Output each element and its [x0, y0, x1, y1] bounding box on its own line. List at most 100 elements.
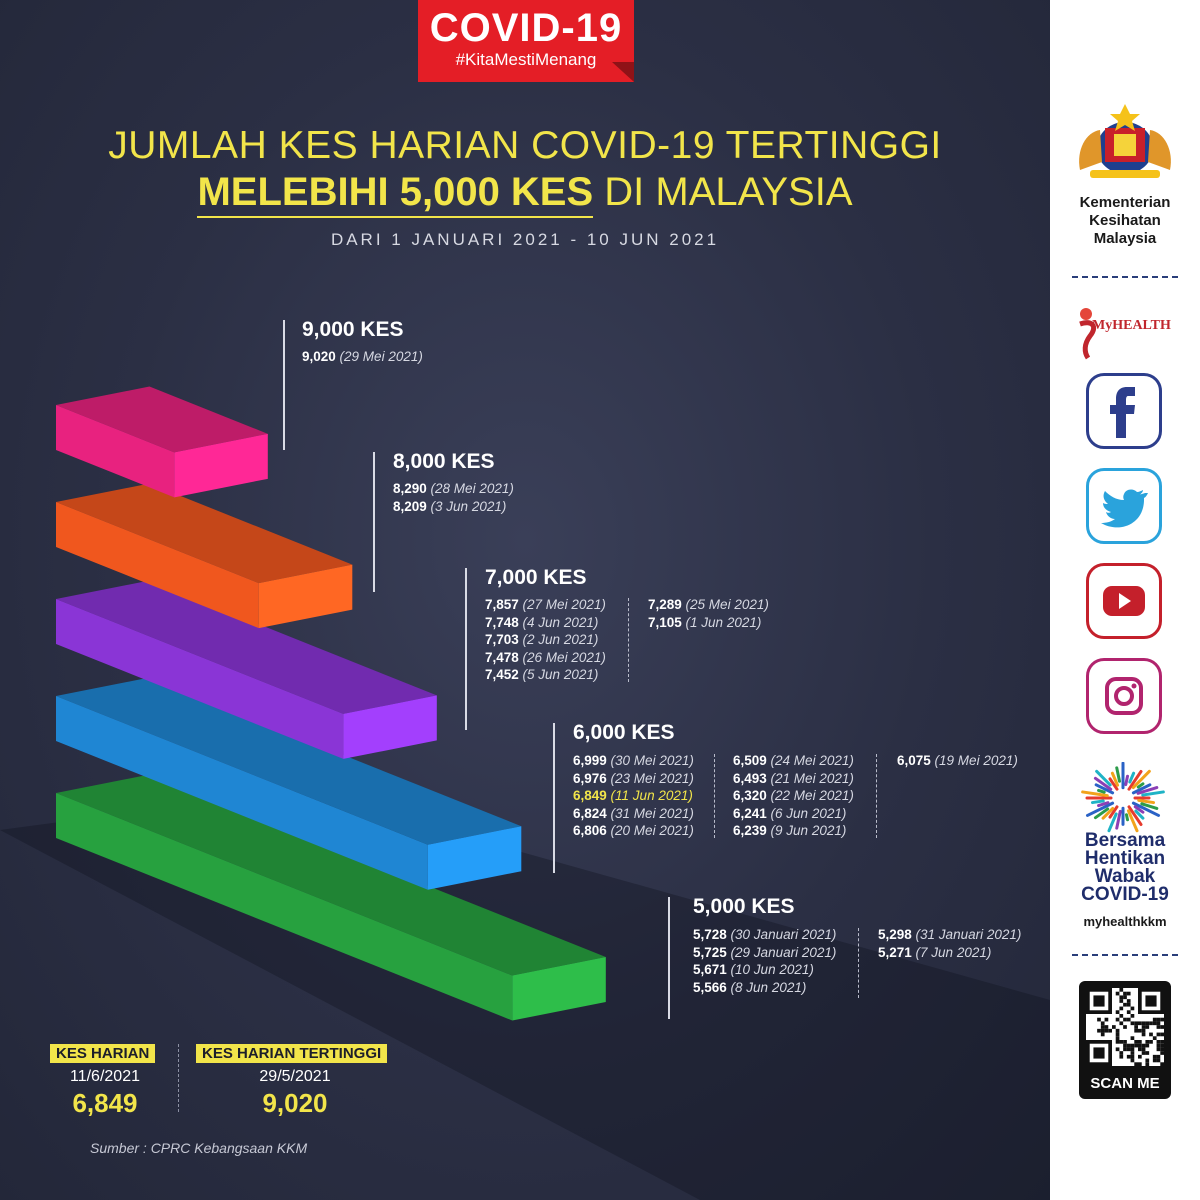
ministry-name: Kementerian Kesihatan Malaysia	[1050, 194, 1200, 248]
qr-module	[1126, 1002, 1131, 1007]
qr-module	[1126, 1047, 1131, 1052]
case-date: (29 Januari 2021)	[726, 944, 837, 960]
qr-module	[1138, 1028, 1142, 1033]
qr-module	[1141, 1043, 1146, 1048]
level-title: 8,000 KES	[393, 450, 495, 473]
case-entry: 5,725 (29 Januari 2021)	[693, 944, 836, 962]
qr-module	[1126, 1043, 1131, 1048]
peak-cases-label: KES HARIAN TERTINGGI	[196, 1044, 388, 1063]
ministry-line: Malaysia	[1093, 230, 1157, 247]
stacked-bars-chart	[0, 386, 1050, 1200]
burst-ray	[1090, 799, 1105, 805]
qr-module	[1126, 1010, 1131, 1014]
leader-line	[465, 568, 467, 730]
qr-module	[1152, 1017, 1157, 1022]
case-entry: 8,290 (28 Mei 2021)	[393, 480, 514, 498]
qr-module	[1123, 1025, 1127, 1029]
case-value: 6,241	[733, 805, 767, 821]
case-entry: 7,748 (4 Jun 2021)	[485, 614, 606, 632]
case-entry: 7,289 (25 Mei 2021)	[648, 596, 769, 614]
qr-module	[1138, 1021, 1142, 1026]
youtube-icon[interactable]	[1086, 563, 1162, 639]
case-value: 7,105	[648, 614, 682, 630]
bar-top-face	[56, 677, 522, 845]
leader-line	[553, 723, 555, 873]
qr-module	[1123, 1017, 1127, 1022]
qr-module	[1108, 1028, 1112, 1033]
qr-module	[1123, 1002, 1127, 1007]
burst-ray	[1101, 806, 1115, 820]
case-value: 7,289	[648, 597, 682, 612]
instagram-icon[interactable]	[1086, 658, 1162, 734]
campaign-burst-icon	[1081, 762, 1165, 833]
qr-module	[1160, 1040, 1164, 1044]
qr-module	[1156, 1054, 1161, 1059]
qr-module	[1115, 1047, 1120, 1052]
burst-ray	[1108, 805, 1119, 819]
case-entry: 9,020 (29 Mei 2021)	[302, 348, 423, 366]
burst-ray	[1134, 809, 1145, 820]
qr-module	[1134, 1040, 1138, 1044]
bar-end-face	[427, 826, 522, 890]
case-date: (20 Mei 2021)	[606, 823, 694, 838]
qr-module	[1100, 1025, 1105, 1029]
burst-ray	[1127, 769, 1143, 791]
case-entry: 6,509 (24 Mei 2021)	[733, 752, 854, 770]
case-entry: 5,728 (30 Januari 2021)	[693, 926, 836, 944]
qr-module	[1152, 1058, 1157, 1063]
qr-module	[1123, 995, 1127, 1000]
leader-line	[373, 452, 375, 592]
title-line-2: MELEBIHI 5,000 KES DI MALAYSIA	[0, 170, 1050, 218]
case-date: (7 Jun 2021)	[911, 944, 992, 960]
sidebar-divider	[1072, 954, 1178, 956]
peak-cases-value: 9,020	[262, 1088, 328, 1118]
qr-module	[1134, 1062, 1138, 1066]
case-value: 7,748	[485, 614, 519, 630]
case-value: 6,239	[733, 823, 767, 838]
case-value: 5,671	[693, 962, 727, 977]
qr-module	[1145, 1040, 1150, 1044]
qr-module	[1160, 1051, 1164, 1055]
qr-module	[1097, 1017, 1101, 1022]
qr-module	[1115, 1036, 1120, 1040]
qr-module	[1145, 1043, 1150, 1048]
case-date: (8 Jun 2021)	[726, 979, 807, 995]
case-entry: 7,478 (26 Mei 2021)	[485, 649, 606, 667]
qr-module	[1104, 1028, 1109, 1033]
burst-ray	[1097, 801, 1110, 808]
bar-front-face	[56, 696, 428, 890]
qr-module	[1123, 1043, 1127, 1048]
column-divider	[858, 928, 859, 998]
entry-column: 5,728 (30 Januari 2021) 5,725 (29 Januari…	[693, 926, 836, 996]
twitter-icon[interactable]	[1086, 468, 1162, 544]
case-value: 7,478	[485, 649, 519, 665]
facebook-icon[interactable]	[1086, 373, 1162, 449]
case-value: 6,493	[733, 770, 767, 786]
bar-top-face	[56, 774, 606, 976]
case-entry: 8,209 (3 Jun 2021)	[393, 498, 514, 516]
social-handle: myhealthkkm	[1083, 914, 1167, 929]
burst-ray	[1124, 774, 1130, 787]
qr-module	[1126, 1017, 1131, 1022]
burst-ray	[1108, 777, 1119, 791]
qr-module	[1130, 1006, 1135, 1011]
qr-module	[1130, 1051, 1135, 1055]
burst-ray	[1128, 771, 1136, 784]
bar-top-face	[56, 386, 268, 453]
case-entry: 7,105 (1 Jun 2021)	[648, 614, 769, 632]
infographic-main: COVID-19 #KitaMestiMenang JUMLAH KES HAR…	[0, 0, 1050, 1200]
qr-module	[1104, 1025, 1109, 1029]
level-title: 9,000 KES	[302, 318, 404, 341]
burst-ray	[1131, 801, 1161, 817]
entry-column: 5,298 (31 Januari 2021) 5,271 (7 Jun 2021…	[878, 926, 1021, 961]
burst-ray	[1107, 812, 1118, 833]
qr-module	[1115, 1017, 1120, 1022]
qr-code-icon[interactable]	[1086, 988, 1164, 1066]
campaign-line: Hentikan	[1084, 848, 1166, 869]
case-date: (29 Mei 2021)	[335, 349, 423, 364]
level-title: 5,000 KES	[693, 895, 795, 918]
case-value: 6,824	[573, 805, 607, 821]
qr-module	[1104, 1017, 1109, 1022]
case-value: 8,290	[393, 481, 427, 496]
case-date: (5 Jun 2021)	[518, 667, 599, 682]
